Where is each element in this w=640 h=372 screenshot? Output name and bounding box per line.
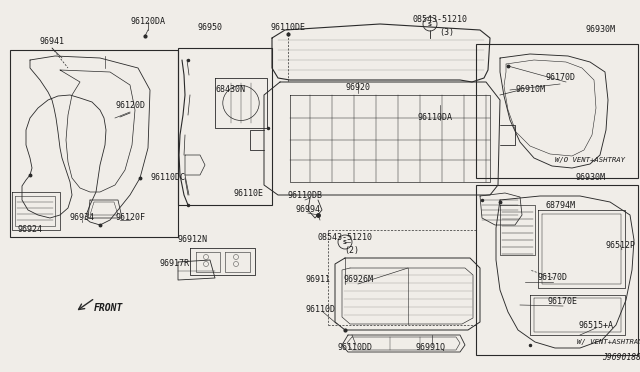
Text: (2): (2) [344,247,360,256]
Text: 96120F: 96120F [115,214,145,222]
Text: 96110DD: 96110DD [337,343,372,352]
Text: (3): (3) [440,29,454,38]
Text: 96920: 96920 [346,83,371,93]
Text: 96170D: 96170D [545,74,575,83]
Bar [178,48,272,205]
Text: 96512P: 96512P [605,241,635,250]
Text: 96170D: 96170D [538,273,568,282]
Text: 96910M: 96910M [515,86,545,94]
Text: 96110E: 96110E [233,189,263,198]
Text: 08543-51210: 08543-51210 [413,16,467,25]
Bar [476,185,638,355]
Text: 96930M: 96930M [585,26,615,35]
Text: S: S [343,240,347,244]
Text: 96110D: 96110D [305,305,335,314]
Text: 96110DB: 96110DB [287,190,323,199]
Text: 96911: 96911 [305,276,330,285]
Text: S: S [428,22,432,26]
Text: J9690188: J9690188 [602,353,640,362]
Text: FRONT: FRONT [93,303,123,313]
Text: 96950: 96950 [198,23,223,32]
Text: 96930M: 96930M [575,173,605,183]
Text: 96912N: 96912N [177,235,207,244]
Text: W/ VENT+ASHTRAY: W/ VENT+ASHTRAY [577,339,640,345]
Text: 96515+A: 96515+A [579,321,614,330]
Text: 96120D: 96120D [115,100,145,109]
Text: 68430N: 68430N [215,86,245,94]
Text: 96941: 96941 [40,38,65,46]
Text: 96917R: 96917R [160,260,190,269]
Text: 96110DE: 96110DE [271,23,305,32]
Text: 96991Q: 96991Q [415,343,445,352]
Text: 96926M: 96926M [343,276,373,285]
Text: 96170E: 96170E [548,298,578,307]
Text: 08543-51210: 08543-51210 [317,234,372,243]
Bar [10,50,178,237]
Text: 96110DC: 96110DC [150,173,186,183]
Text: 96924: 96924 [17,225,42,234]
Text: 96994: 96994 [296,205,321,215]
Text: 96110DA: 96110DA [417,113,452,122]
Bar [476,44,638,178]
Text: 68794M: 68794M [545,201,575,209]
Text: 96934: 96934 [70,214,95,222]
Text: 96120DA: 96120DA [131,17,166,26]
Text: W/O VENT+ASHTRAY: W/O VENT+ASHTRAY [555,157,625,163]
